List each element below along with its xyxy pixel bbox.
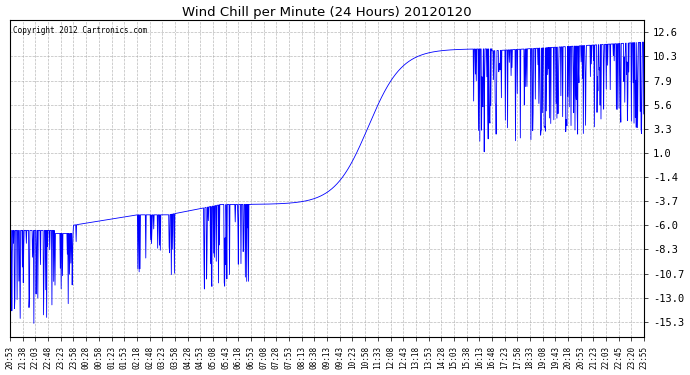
- Text: Copyright 2012 Cartronics.com: Copyright 2012 Cartronics.com: [13, 26, 148, 35]
- Title: Wind Chill per Minute (24 Hours) 20120120: Wind Chill per Minute (24 Hours) 2012012…: [182, 6, 472, 18]
